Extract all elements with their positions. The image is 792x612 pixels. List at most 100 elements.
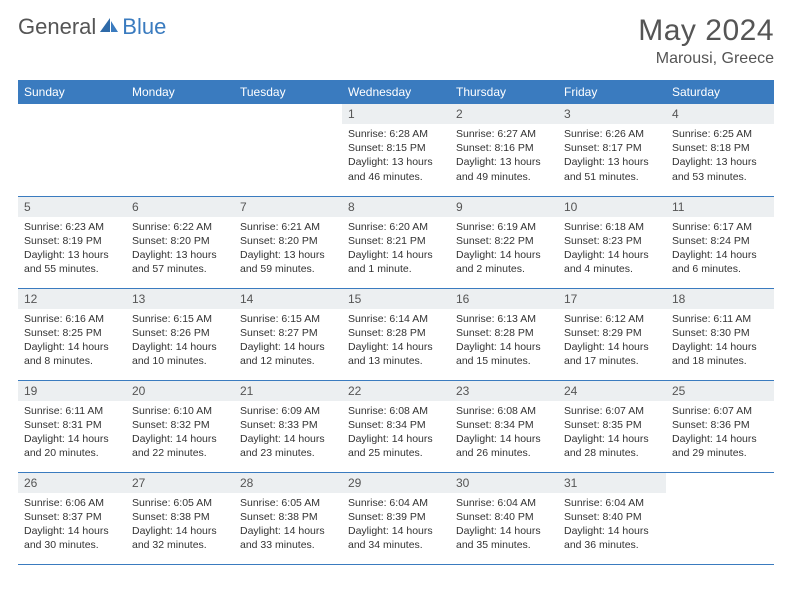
- daylight-line1: Daylight: 13 hours: [24, 248, 120, 262]
- sunset-text: Sunset: 8:38 PM: [132, 510, 228, 524]
- sunrise-text: Sunrise: 6:26 AM: [564, 127, 660, 141]
- daylight-line2: and 20 minutes.: [24, 446, 120, 460]
- calendar-cell: 16Sunrise: 6:13 AMSunset: 8:28 PMDayligh…: [450, 288, 558, 380]
- daylight-line2: and 23 minutes.: [240, 446, 336, 460]
- daylight-line1: Daylight: 13 hours: [564, 155, 660, 169]
- calendar-cell: 20Sunrise: 6:10 AMSunset: 8:32 PMDayligh…: [126, 380, 234, 472]
- sunset-text: Sunset: 8:25 PM: [24, 326, 120, 340]
- day-body: Sunrise: 6:10 AMSunset: 8:32 PMDaylight:…: [126, 401, 234, 464]
- sunset-text: Sunset: 8:40 PM: [564, 510, 660, 524]
- day-body: Sunrise: 6:14 AMSunset: 8:28 PMDaylight:…: [342, 309, 450, 372]
- daylight-line1: Daylight: 13 hours: [456, 155, 552, 169]
- sunset-text: Sunset: 8:32 PM: [132, 418, 228, 432]
- sunrise-text: Sunrise: 6:25 AM: [672, 127, 768, 141]
- calendar-table: Sunday Monday Tuesday Wednesday Thursday…: [18, 80, 774, 565]
- sunrise-text: Sunrise: 6:08 AM: [348, 404, 444, 418]
- calendar-cell: 25Sunrise: 6:07 AMSunset: 8:36 PMDayligh…: [666, 380, 774, 472]
- daylight-line2: and 55 minutes.: [24, 262, 120, 276]
- day-body: Sunrise: 6:04 AMSunset: 8:39 PMDaylight:…: [342, 493, 450, 556]
- page-header: General Blue May 2024 Marousi, Greece: [18, 14, 774, 68]
- logo-sail-icon: [98, 16, 120, 39]
- day-body: Sunrise: 6:18 AMSunset: 8:23 PMDaylight:…: [558, 217, 666, 280]
- daylight-line1: Daylight: 13 hours: [348, 155, 444, 169]
- daylight-line1: Daylight: 14 hours: [132, 524, 228, 538]
- sunrise-text: Sunrise: 6:22 AM: [132, 220, 228, 234]
- sunrise-text: Sunrise: 6:13 AM: [456, 312, 552, 326]
- daylight-line2: and 26 minutes.: [456, 446, 552, 460]
- calendar-cell: 1Sunrise: 6:28 AMSunset: 8:15 PMDaylight…: [342, 104, 450, 196]
- daylight-line1: Daylight: 14 hours: [24, 432, 120, 446]
- day-number: 30: [450, 473, 558, 493]
- calendar-cell: [18, 104, 126, 196]
- daylight-line2: and 1 minute.: [348, 262, 444, 276]
- day-number: 14: [234, 289, 342, 309]
- weekday-header: Tuesday: [234, 80, 342, 104]
- calendar-cell: 31Sunrise: 6:04 AMSunset: 8:40 PMDayligh…: [558, 472, 666, 564]
- daylight-line2: and 22 minutes.: [132, 446, 228, 460]
- day-number: 13: [126, 289, 234, 309]
- day-number: 8: [342, 197, 450, 217]
- sunrise-text: Sunrise: 6:20 AM: [348, 220, 444, 234]
- day-body: Sunrise: 6:09 AMSunset: 8:33 PMDaylight:…: [234, 401, 342, 464]
- location: Marousi, Greece: [638, 50, 774, 68]
- day-body: Sunrise: 6:15 AMSunset: 8:27 PMDaylight:…: [234, 309, 342, 372]
- daylight-line2: and 4 minutes.: [564, 262, 660, 276]
- day-number: 21: [234, 381, 342, 401]
- weekday-header: Friday: [558, 80, 666, 104]
- calendar-cell: [666, 472, 774, 564]
- daylight-line1: Daylight: 14 hours: [348, 432, 444, 446]
- sunset-text: Sunset: 8:16 PM: [456, 141, 552, 155]
- daylight-line2: and 46 minutes.: [348, 170, 444, 184]
- month-title: May 2024: [638, 14, 774, 48]
- sunrise-text: Sunrise: 6:27 AM: [456, 127, 552, 141]
- sunset-text: Sunset: 8:27 PM: [240, 326, 336, 340]
- calendar-cell: 26Sunrise: 6:06 AMSunset: 8:37 PMDayligh…: [18, 472, 126, 564]
- sunrise-text: Sunrise: 6:05 AM: [132, 496, 228, 510]
- day-number: 16: [450, 289, 558, 309]
- day-number: 17: [558, 289, 666, 309]
- day-body: Sunrise: 6:17 AMSunset: 8:24 PMDaylight:…: [666, 217, 774, 280]
- sunrise-text: Sunrise: 6:04 AM: [348, 496, 444, 510]
- daylight-line2: and 6 minutes.: [672, 262, 768, 276]
- logo-text-general: General: [18, 14, 96, 40]
- sunset-text: Sunset: 8:30 PM: [672, 326, 768, 340]
- sunrise-text: Sunrise: 6:09 AM: [240, 404, 336, 418]
- daylight-line1: Daylight: 14 hours: [348, 340, 444, 354]
- calendar-cell: 7Sunrise: 6:21 AMSunset: 8:20 PMDaylight…: [234, 196, 342, 288]
- sunset-text: Sunset: 8:35 PM: [564, 418, 660, 432]
- title-block: May 2024 Marousi, Greece: [638, 14, 774, 68]
- daylight-line2: and 49 minutes.: [456, 170, 552, 184]
- sunset-text: Sunset: 8:26 PM: [132, 326, 228, 340]
- sunrise-text: Sunrise: 6:06 AM: [24, 496, 120, 510]
- day-number: 1: [342, 104, 450, 124]
- daylight-line2: and 25 minutes.: [348, 446, 444, 460]
- daylight-line1: Daylight: 14 hours: [240, 432, 336, 446]
- day-body: Sunrise: 6:07 AMSunset: 8:36 PMDaylight:…: [666, 401, 774, 464]
- calendar-cell: [234, 104, 342, 196]
- sunrise-text: Sunrise: 6:11 AM: [672, 312, 768, 326]
- sunset-text: Sunset: 8:28 PM: [348, 326, 444, 340]
- sunset-text: Sunset: 8:17 PM: [564, 141, 660, 155]
- day-number: 5: [18, 197, 126, 217]
- weekday-header: Sunday: [18, 80, 126, 104]
- day-body: Sunrise: 6:05 AMSunset: 8:38 PMDaylight:…: [126, 493, 234, 556]
- calendar-cell: 6Sunrise: 6:22 AMSunset: 8:20 PMDaylight…: [126, 196, 234, 288]
- calendar-row: 5Sunrise: 6:23 AMSunset: 8:19 PMDaylight…: [18, 196, 774, 288]
- sunrise-text: Sunrise: 6:16 AM: [24, 312, 120, 326]
- calendar-cell: 10Sunrise: 6:18 AMSunset: 8:23 PMDayligh…: [558, 196, 666, 288]
- daylight-line2: and 35 minutes.: [456, 538, 552, 552]
- calendar-cell: 21Sunrise: 6:09 AMSunset: 8:33 PMDayligh…: [234, 380, 342, 472]
- daylight-line1: Daylight: 13 hours: [240, 248, 336, 262]
- day-body: Sunrise: 6:08 AMSunset: 8:34 PMDaylight:…: [450, 401, 558, 464]
- sunset-text: Sunset: 8:39 PM: [348, 510, 444, 524]
- daylight-line1: Daylight: 14 hours: [456, 340, 552, 354]
- day-body: Sunrise: 6:25 AMSunset: 8:18 PMDaylight:…: [666, 124, 774, 187]
- sunrise-text: Sunrise: 6:17 AM: [672, 220, 768, 234]
- calendar-cell: 3Sunrise: 6:26 AMSunset: 8:17 PMDaylight…: [558, 104, 666, 196]
- calendar-cell: 19Sunrise: 6:11 AMSunset: 8:31 PMDayligh…: [18, 380, 126, 472]
- daylight-line2: and 30 minutes.: [24, 538, 120, 552]
- daylight-line2: and 34 minutes.: [348, 538, 444, 552]
- calendar-cell: 12Sunrise: 6:16 AMSunset: 8:25 PMDayligh…: [18, 288, 126, 380]
- daylight-line1: Daylight: 14 hours: [672, 248, 768, 262]
- daylight-line2: and 29 minutes.: [672, 446, 768, 460]
